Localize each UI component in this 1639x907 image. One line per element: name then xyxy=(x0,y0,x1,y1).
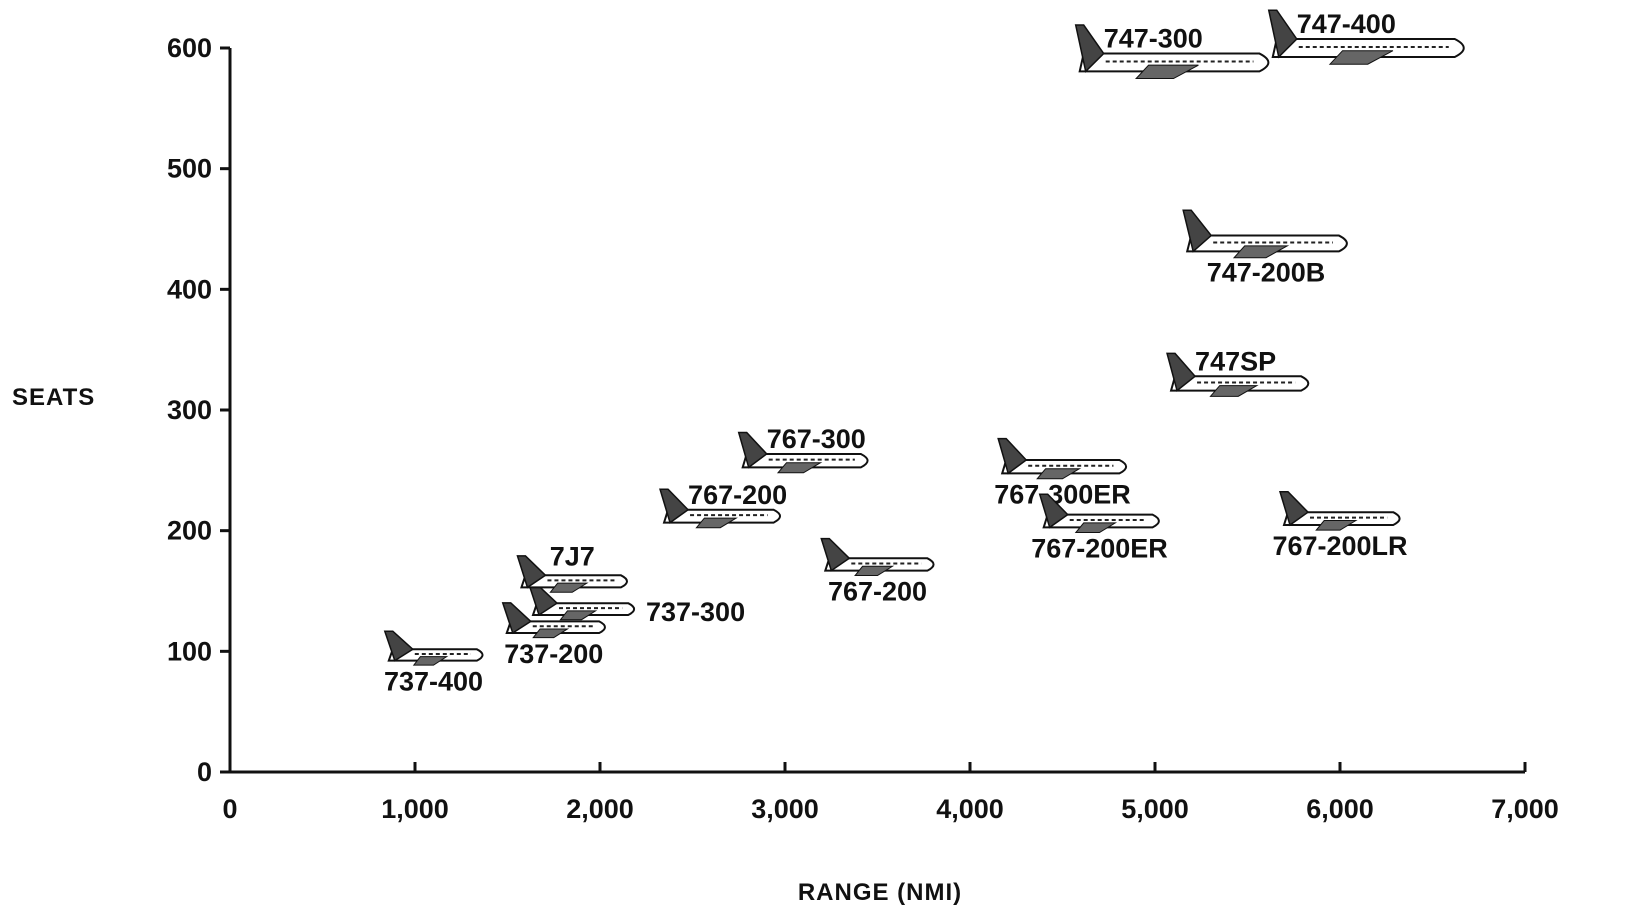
aircraft-wing xyxy=(1328,50,1394,65)
aircraft-tail xyxy=(1038,493,1069,529)
y-tick-label: 500 xyxy=(167,154,212,184)
aircraft-fuselage xyxy=(1271,38,1465,58)
y-tick-label: 200 xyxy=(167,516,212,546)
x-tick-label: 1,000 xyxy=(381,794,449,824)
ticks: 0 100 200 300 400 500 600 0 1,000 2,000 3,000 4,000… xyxy=(167,33,1559,824)
aircraft-tail xyxy=(501,602,532,635)
aircraft-fuselage xyxy=(520,574,628,589)
aircraft-wing xyxy=(1209,385,1259,397)
y-tick-label: 400 xyxy=(167,274,212,304)
aircraft-point: 747-400 xyxy=(1267,9,1465,65)
aircraft-label: 747SP xyxy=(1195,346,1276,376)
aircraft-point: 767-300 xyxy=(737,424,869,474)
aircraft-tail xyxy=(659,488,690,524)
aircraft-wing xyxy=(1315,520,1358,531)
aircraft-fuselage xyxy=(1078,52,1270,73)
aircraft-wing xyxy=(1134,64,1199,80)
aircraft-tail xyxy=(1278,490,1310,527)
aircraft-fuselage xyxy=(1000,459,1128,475)
x-tick-label: 3,000 xyxy=(751,794,819,824)
aircraft-tail xyxy=(737,431,768,469)
aircraft-tail xyxy=(997,437,1028,475)
aircraft-point: 747-300 xyxy=(1074,24,1270,80)
x-tick-label: 6,000 xyxy=(1306,794,1374,824)
aircraft-fuselage xyxy=(823,557,935,572)
aircraft-fuselage xyxy=(387,648,484,662)
aircraft-wing xyxy=(695,517,738,529)
aircraft-wing xyxy=(532,628,570,639)
aircraft-point: 767-200ER xyxy=(1031,493,1168,563)
aircraft-label: 767-200ER xyxy=(1031,533,1168,563)
aircraft-tail xyxy=(1182,209,1213,253)
aircraft-wing xyxy=(412,656,449,666)
aircraft-point: 767-200 xyxy=(659,480,787,529)
y-tick-label: 600 xyxy=(167,33,212,63)
y-tick-label: 0 xyxy=(197,757,212,787)
y-tick-label: 300 xyxy=(167,395,212,425)
aircraft-wing xyxy=(559,610,598,621)
aircraft-wing xyxy=(854,565,895,577)
aircraft-label: 747-300 xyxy=(1104,24,1203,54)
aircraft-label: 737-200 xyxy=(504,639,603,669)
aircraft-point: 737-300 xyxy=(527,583,745,627)
aircraft-point: 767-200 xyxy=(820,537,935,607)
aircraft-wing xyxy=(1074,522,1118,534)
aircraft-label: 737-300 xyxy=(646,597,745,627)
aircraft-label: 767-300 xyxy=(767,424,866,454)
x-tick-label: 0 xyxy=(222,794,237,824)
aircraft-wing xyxy=(1036,468,1082,480)
x-tick-label: 5,000 xyxy=(1121,794,1189,824)
aircraft-tail xyxy=(1074,24,1105,73)
aircraft-tail xyxy=(1267,9,1298,59)
y-axis-title: SEATS xyxy=(12,384,95,411)
aircraft-label: 737-400 xyxy=(384,667,483,697)
aircraft-fuselage xyxy=(1169,375,1310,392)
aircraft-point: 7J7 xyxy=(516,541,628,593)
aircraft-tail xyxy=(820,537,851,572)
x-tick-label: 2,000 xyxy=(566,794,634,824)
aircraft-label: 7J7 xyxy=(550,541,595,571)
aircraft-wing xyxy=(549,582,589,593)
aircraft-fuselage xyxy=(1042,513,1160,529)
aircraft-label: 747-400 xyxy=(1297,9,1396,39)
aircraft-label: 747-200B xyxy=(1207,257,1326,287)
aircraft-point: 767-200LR xyxy=(1272,490,1408,561)
data-points: 737-400 737-200 737-300 7J7 767-200 767-300 76… xyxy=(383,9,1465,697)
aircraft-point: 767-300ER xyxy=(994,437,1131,509)
aircraft-label: 767-200LR xyxy=(1272,531,1407,561)
aircraft-label: 767-300ER xyxy=(994,479,1131,509)
y-tick-label: 100 xyxy=(167,636,212,666)
aircraft-tail xyxy=(1166,352,1197,392)
aircraft-tail xyxy=(383,630,415,662)
aircraft-label: 767-200 xyxy=(688,480,787,510)
aircraft-point: 737-200 xyxy=(501,602,606,669)
aircraft-fuselage xyxy=(1185,234,1348,253)
x-tick-label: 4,000 xyxy=(936,794,1004,824)
aircraft-point: 747SP xyxy=(1166,346,1310,397)
x-axis-title: RANGE (NMI) xyxy=(798,879,962,906)
aircraft-tail xyxy=(516,555,547,589)
aircraft-point: 737-400 xyxy=(383,630,484,697)
aircraft-wing xyxy=(776,462,823,474)
aircraft-wing xyxy=(1232,245,1290,259)
aircraft-label: 767-200 xyxy=(828,577,927,607)
x-tick-label: 7,000 xyxy=(1491,794,1559,824)
aircraft-point: 747-200B xyxy=(1182,209,1348,287)
